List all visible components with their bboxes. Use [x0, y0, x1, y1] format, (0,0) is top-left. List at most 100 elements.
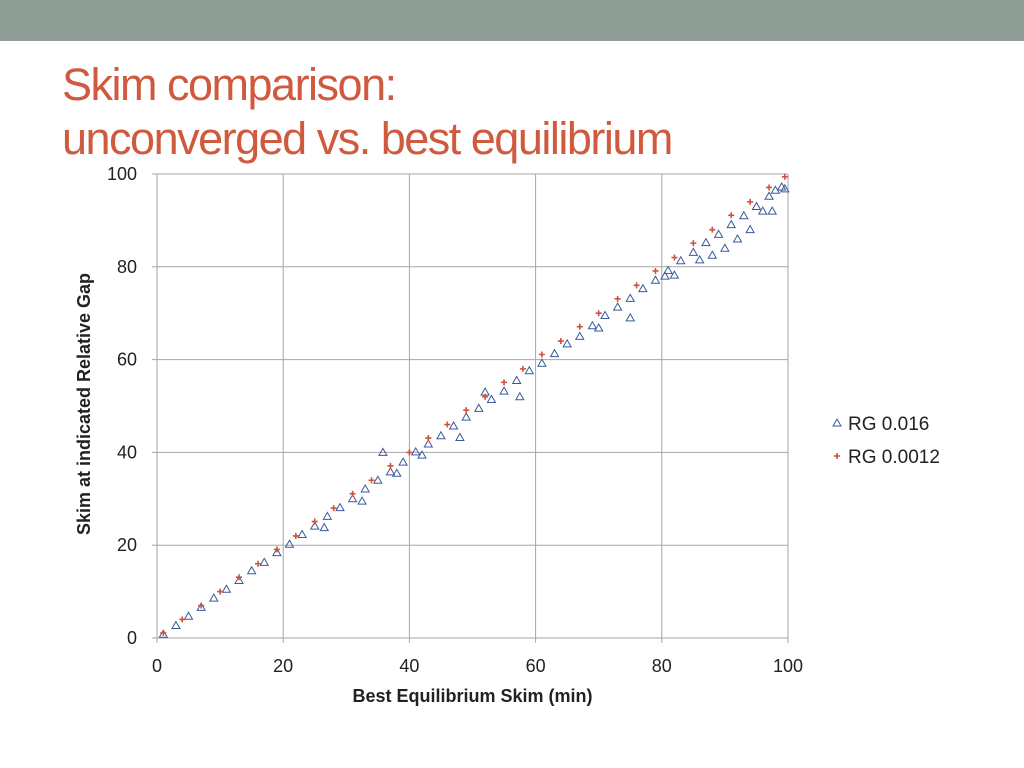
x-tick-label: 0	[152, 656, 162, 676]
data-point-rg-0-0012	[501, 379, 508, 386]
data-point-rg-0-016	[562, 338, 573, 348]
data-point-rg-0-016	[335, 502, 345, 512]
data-point-rg-0-016	[757, 206, 768, 215]
x-tick-label: 100	[773, 656, 803, 676]
data-point-rg-0-016	[309, 521, 320, 530]
data-point-rg-0-0012	[709, 226, 716, 233]
legend: RG 0.016 RG 0.0012	[832, 414, 940, 468]
data-point-rg-0-0012	[292, 532, 299, 539]
data-point-rg-0-016	[669, 270, 680, 279]
y-tick-label: 0	[127, 628, 137, 648]
data-point-rg-0-016	[360, 484, 371, 493]
tick-labels: 0 20 40 60 80 100 0 20 40 60 80 100	[107, 164, 803, 676]
data-point-rg-0-016	[779, 183, 790, 193]
data-point-rg-0-016	[448, 420, 459, 430]
data-point-rg-0-016	[574, 331, 585, 340]
legend-marker-plus	[834, 453, 840, 459]
data-point-rg-0-016	[707, 250, 718, 259]
data-point-rg-0-016	[701, 237, 711, 247]
data-point-rg-0-016	[272, 547, 282, 557]
data-point-rg-0-016	[297, 529, 307, 539]
slide-title-line-2: unconverged vs. best equilibrium	[62, 113, 673, 164]
data-point-rg-0-0012	[633, 282, 640, 289]
data-point-rg-0-0012	[273, 546, 280, 553]
data-point-rg-0-0012	[482, 393, 489, 400]
data-point-rg-0-016	[764, 191, 774, 200]
data-point-rg-0-016	[593, 323, 604, 332]
slide-title-line-1: Skim comparison:	[62, 59, 397, 110]
data-point-rg-0-0012	[781, 173, 788, 180]
data-point-rg-0-016	[625, 293, 636, 302]
data-point-rg-0-0012	[198, 602, 205, 609]
data-point-rg-0-0012	[330, 505, 337, 512]
data-point-rg-0-0012	[595, 310, 602, 317]
data-point-rg-0-0012	[652, 267, 659, 274]
data-point-rg-0-016	[720, 243, 730, 252]
y-tick-label: 60	[117, 350, 137, 370]
data-point-rg-0-016	[391, 468, 402, 477]
data-point-rg-0-016	[372, 475, 383, 484]
data-point-rg-0-016	[499, 386, 509, 395]
data-point-rg-0-0012	[368, 477, 375, 484]
data-point-rg-0-016	[423, 439, 434, 448]
legend-label: RG 0.0012	[848, 447, 940, 468]
data-point-rg-0-0012	[690, 240, 697, 247]
data-point-rg-0-016	[322, 511, 333, 520]
data-point-rg-0-016	[732, 233, 743, 243]
data-point-rg-0-0012	[217, 588, 224, 595]
y-axis-title: Skim at indicated Relative Gap	[74, 273, 94, 535]
data-point-rg-0-0012	[538, 351, 545, 358]
data-point-rg-0-0012	[425, 435, 432, 442]
data-point-rg-0-0012	[160, 629, 167, 636]
data-point-rg-0-0012	[576, 323, 583, 330]
data-point-rg-0-016	[650, 275, 661, 284]
data-point-rg-0-016	[767, 206, 778, 215]
data-point-rg-0-016	[246, 565, 257, 575]
y-tick-label: 80	[117, 257, 137, 277]
data-point-rg-0-016	[378, 447, 388, 456]
data-point-rg-0-016	[600, 310, 610, 320]
data-point-rg-0-016	[625, 312, 636, 322]
data-point-rg-0-016	[745, 224, 756, 234]
x-tick-label: 80	[652, 656, 672, 676]
data-point-rg-0-016	[694, 254, 705, 264]
x-axis-title: Best Equilibrium Skim (min)	[352, 686, 592, 706]
data-point-rg-0-016	[675, 255, 686, 265]
data-point-rg-0-016	[537, 358, 547, 367]
data-point-rg-0-0012	[614, 295, 621, 302]
y-tick-label: 100	[107, 164, 137, 184]
data-point-rg-0-016	[511, 375, 522, 384]
data-point-rg-0-016	[660, 271, 670, 280]
x-tick-label: 40	[399, 656, 419, 676]
data-point-rg-0-016	[473, 403, 484, 412]
data-point-rg-0-0012	[463, 407, 470, 414]
data-point-rg-0-0012	[519, 365, 526, 372]
data-point-rg-0-0012	[557, 338, 564, 345]
data-point-rg-0-016	[183, 611, 194, 620]
data-point-rg-0-0012	[728, 212, 735, 219]
data-point-rg-0-016	[196, 602, 207, 611]
data-point-rg-0-0012	[236, 574, 243, 581]
data-point-rg-0-016	[357, 496, 367, 505]
y-tick-label: 20	[117, 535, 137, 555]
data-point-rg-0-016	[587, 320, 598, 330]
data-point-rg-0-0012	[766, 184, 773, 191]
data-point-rg-0-0012	[444, 421, 451, 428]
data-point-rg-0-016	[726, 219, 737, 229]
data-point-rg-0-016	[171, 620, 181, 629]
data-point-rg-0-0012	[311, 518, 318, 525]
data-point-rg-0-016	[663, 265, 673, 275]
data-point-rg-0-016	[347, 493, 358, 503]
data-point-rg-0-016	[738, 210, 749, 220]
data-point-rg-0-016	[688, 247, 699, 256]
data-point-rg-0-0012	[387, 462, 394, 469]
data-point-rg-0-016	[410, 446, 421, 456]
data-point-rg-0-016	[436, 430, 446, 440]
data-point-rg-0-0012	[254, 560, 261, 567]
data-point-rg-0-016	[208, 593, 219, 602]
data-point-rg-0-0012	[406, 449, 413, 456]
data-point-rg-0-016	[549, 348, 560, 358]
slide-title: Skim comparison: unconverged vs. best eq…	[62, 58, 673, 166]
data-point-rg-0-016	[713, 229, 724, 238]
data-point-rg-0-016	[612, 302, 623, 311]
